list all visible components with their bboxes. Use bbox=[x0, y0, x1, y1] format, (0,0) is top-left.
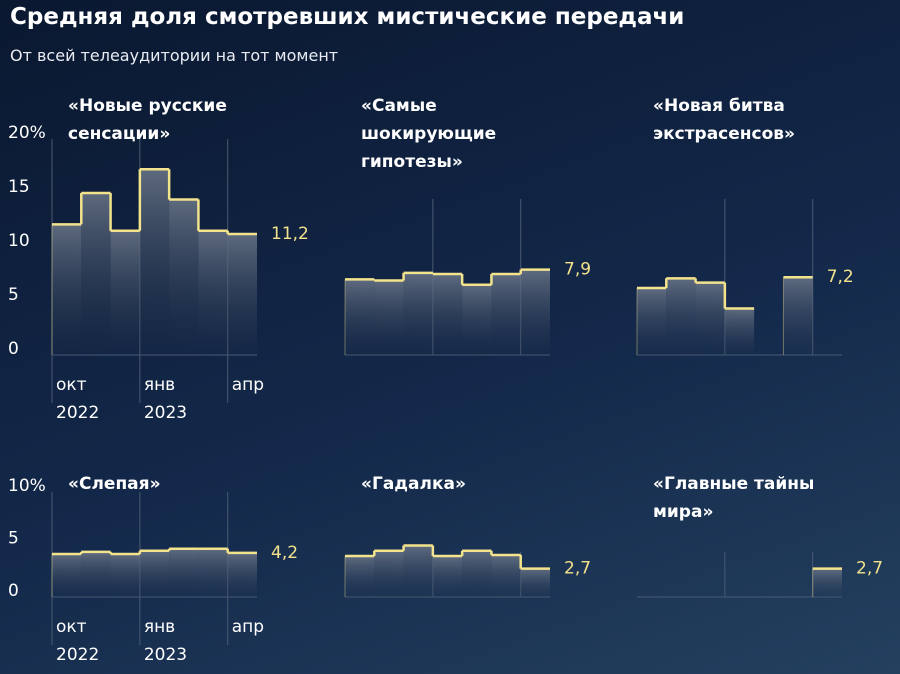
panel-title: «Гадалка» bbox=[361, 474, 466, 494]
bar bbox=[783, 277, 813, 355]
x-tick-label: янв 2023 bbox=[144, 375, 187, 423]
bar bbox=[403, 272, 433, 355]
panel-title: «Новая битва экстрасенсов» bbox=[653, 96, 796, 144]
y-tick-label: 0 bbox=[8, 339, 19, 359]
y-tick-label: 20% bbox=[8, 123, 46, 143]
y-tick-label: 15 bbox=[8, 177, 30, 197]
panel-title: «Слепая» bbox=[68, 474, 161, 494]
bar bbox=[81, 193, 111, 355]
bar bbox=[462, 284, 492, 355]
title: Средняя доля смотревших мистические пере… bbox=[10, 4, 685, 30]
x-tick-label: апр bbox=[232, 375, 264, 395]
bar bbox=[520, 568, 550, 597]
bar bbox=[52, 553, 82, 597]
bar bbox=[432, 556, 463, 597]
bar bbox=[695, 282, 725, 355]
bar bbox=[491, 555, 521, 597]
value-label: 2,7 bbox=[856, 559, 883, 579]
bar bbox=[198, 548, 228, 597]
y-tick-label: 5 bbox=[8, 529, 19, 549]
value-label: 4,2 bbox=[271, 543, 298, 563]
bar bbox=[666, 278, 696, 355]
x-tick-label: янв 2023 bbox=[144, 617, 187, 665]
bar bbox=[724, 308, 755, 355]
x-tick-label: окт 2022 bbox=[56, 375, 99, 423]
bar bbox=[462, 550, 492, 597]
bar bbox=[110, 553, 140, 597]
bar bbox=[374, 550, 404, 597]
value-label: 11,2 bbox=[271, 224, 309, 244]
bar bbox=[169, 199, 199, 355]
bar bbox=[637, 288, 667, 355]
bar bbox=[345, 556, 375, 597]
y-tick-label: 10% bbox=[8, 476, 46, 496]
value-label: 2,7 bbox=[564, 559, 591, 579]
bar bbox=[139, 169, 170, 355]
y-tick-label: 0 bbox=[8, 581, 19, 601]
panel-title: «Самые шокирующие гипотезы» bbox=[361, 96, 497, 172]
bar bbox=[432, 274, 463, 355]
bar bbox=[227, 552, 257, 597]
bar bbox=[374, 280, 404, 355]
subtitle: От всей телеаудитории на тот момент bbox=[10, 46, 339, 65]
panel-title: «Главные тайны мира» bbox=[653, 474, 815, 522]
bar bbox=[110, 230, 140, 355]
bar bbox=[491, 274, 521, 355]
x-tick-label: окт 2022 bbox=[56, 617, 99, 665]
panel-title: «Новые русские сенсации» bbox=[68, 96, 227, 144]
y-tick-label: 5 bbox=[8, 285, 19, 305]
bar bbox=[139, 550, 170, 597]
bar bbox=[812, 568, 842, 597]
value-label: 7,9 bbox=[564, 260, 591, 280]
x-tick-label: апр bbox=[232, 617, 264, 637]
bar bbox=[81, 551, 111, 597]
bar bbox=[169, 548, 199, 597]
bar bbox=[198, 230, 228, 355]
bar bbox=[403, 545, 433, 597]
y-tick-label: 10 bbox=[8, 231, 30, 251]
value-label: 7,2 bbox=[827, 267, 854, 287]
bar bbox=[227, 234, 257, 355]
bar bbox=[345, 279, 375, 355]
bar bbox=[52, 224, 82, 355]
bar bbox=[520, 269, 550, 355]
